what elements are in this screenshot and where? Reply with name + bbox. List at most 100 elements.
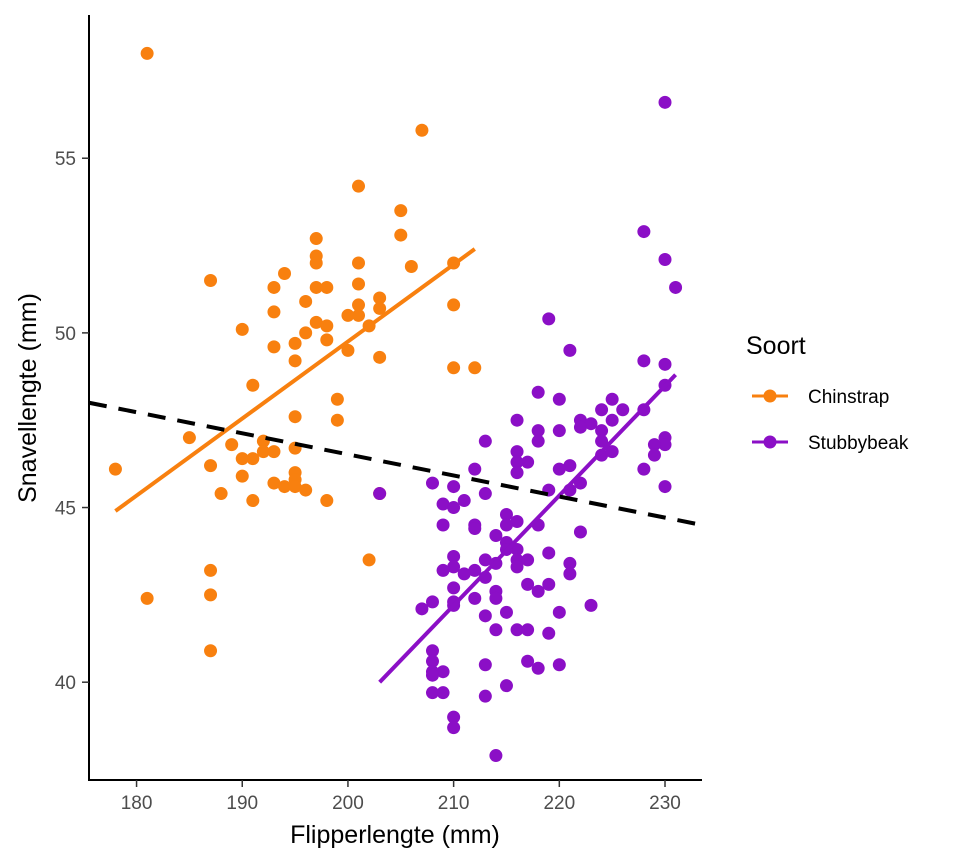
point-stubbybeak	[584, 598, 598, 612]
point-stubbybeak	[447, 480, 461, 494]
point-stubbybeak	[616, 403, 630, 417]
point-stubbybeak	[478, 487, 492, 501]
point-stubbybeak	[521, 577, 535, 591]
point-chinstrap	[288, 410, 302, 424]
point-chinstrap	[341, 343, 355, 357]
point-stubbybeak	[521, 455, 535, 469]
point-chinstrap	[447, 361, 461, 375]
point-stubbybeak	[584, 417, 598, 431]
point-stubbybeak	[647, 438, 661, 452]
point-chinstrap	[447, 298, 461, 312]
point-chinstrap	[352, 256, 366, 270]
point-chinstrap	[267, 340, 281, 354]
point-chinstrap	[246, 494, 260, 508]
point-stubbybeak	[373, 487, 387, 501]
point-stubbybeak	[595, 434, 609, 448]
point-chinstrap	[373, 291, 387, 305]
point-chinstrap	[288, 336, 302, 350]
point-chinstrap	[415, 123, 429, 137]
point-stubbybeak	[637, 354, 651, 368]
point-stubbybeak	[510, 445, 524, 459]
point-chinstrap	[320, 333, 334, 347]
point-chinstrap	[352, 298, 366, 312]
x-tick-label: 220	[543, 793, 575, 814]
point-stubbybeak	[489, 623, 503, 637]
point-chinstrap	[330, 413, 344, 427]
point-chinstrap	[140, 46, 154, 60]
point-chinstrap	[362, 553, 376, 567]
point-stubbybeak	[542, 546, 556, 560]
trendline-chinstrap	[114, 247, 476, 513]
point-chinstrap	[225, 438, 239, 452]
point-stubbybeak	[658, 480, 672, 494]
point-stubbybeak	[447, 560, 461, 574]
point-chinstrap	[299, 294, 313, 308]
point-chinstrap	[404, 260, 418, 274]
point-chinstrap	[320, 494, 334, 508]
point-stubbybeak	[510, 623, 524, 637]
point-stubbybeak	[531, 385, 545, 399]
point-stubbybeak	[637, 225, 651, 239]
point-stubbybeak	[521, 553, 535, 567]
point-chinstrap	[288, 480, 302, 494]
point-stubbybeak	[552, 605, 566, 619]
point-stubbybeak	[489, 749, 503, 763]
point-stubbybeak	[468, 591, 482, 605]
point-stubbybeak	[425, 476, 439, 490]
point-chinstrap	[373, 350, 387, 364]
point-chinstrap	[341, 308, 355, 322]
trendline-stubbybeak	[378, 373, 678, 684]
legend-chinstrap-dot	[763, 389, 777, 403]
point-chinstrap	[182, 431, 196, 445]
point-stubbybeak	[542, 312, 556, 326]
point-stubbybeak	[425, 644, 439, 658]
point-stubbybeak	[478, 553, 492, 567]
point-stubbybeak	[552, 462, 566, 476]
point-chinstrap	[309, 232, 323, 246]
point-stubbybeak	[542, 577, 556, 591]
point-stubbybeak	[563, 567, 577, 581]
point-stubbybeak	[573, 525, 587, 539]
point-chinstrap	[246, 452, 260, 466]
point-stubbybeak	[425, 595, 439, 609]
point-chinstrap	[214, 487, 228, 501]
point-stubbybeak	[531, 584, 545, 598]
point-stubbybeak	[499, 518, 513, 532]
point-chinstrap	[235, 452, 249, 466]
point-chinstrap	[320, 280, 334, 294]
point-stubbybeak	[531, 661, 545, 675]
point-chinstrap	[394, 228, 408, 242]
point-chinstrap	[288, 354, 302, 368]
point-stubbybeak	[457, 494, 471, 508]
point-stubbybeak	[457, 567, 471, 581]
trendlines-layer	[88, 247, 703, 684]
point-stubbybeak	[478, 434, 492, 448]
point-stubbybeak	[605, 413, 619, 427]
point-stubbybeak	[436, 563, 450, 577]
points-layer	[108, 46, 683, 763]
point-stubbybeak	[521, 654, 535, 668]
point-stubbybeak	[489, 528, 503, 542]
point-chinstrap	[204, 588, 218, 602]
point-chinstrap	[267, 280, 281, 294]
legend-label-stubbybeak: Stubbybeak	[808, 433, 909, 454]
point-stubbybeak	[521, 623, 535, 637]
point-stubbybeak	[478, 658, 492, 672]
point-stubbybeak	[447, 721, 461, 735]
legend-stubbybeak-dot	[763, 435, 777, 449]
point-stubbybeak	[447, 710, 461, 724]
point-stubbybeak	[595, 403, 609, 417]
point-stubbybeak	[468, 462, 482, 476]
point-stubbybeak	[478, 689, 492, 703]
legend-key-chinstrap: Chinstrap	[752, 387, 889, 408]
point-chinstrap	[108, 462, 122, 476]
legend: Soort Chinstrap Stubbybeak	[746, 332, 909, 454]
legend-label-chinstrap: Chinstrap	[808, 387, 889, 408]
y-tick-label: 45	[55, 499, 76, 520]
point-stubbybeak	[658, 95, 672, 109]
point-chinstrap	[235, 322, 249, 336]
point-stubbybeak	[531, 424, 545, 438]
point-chinstrap	[278, 480, 292, 494]
point-stubbybeak	[510, 466, 524, 480]
